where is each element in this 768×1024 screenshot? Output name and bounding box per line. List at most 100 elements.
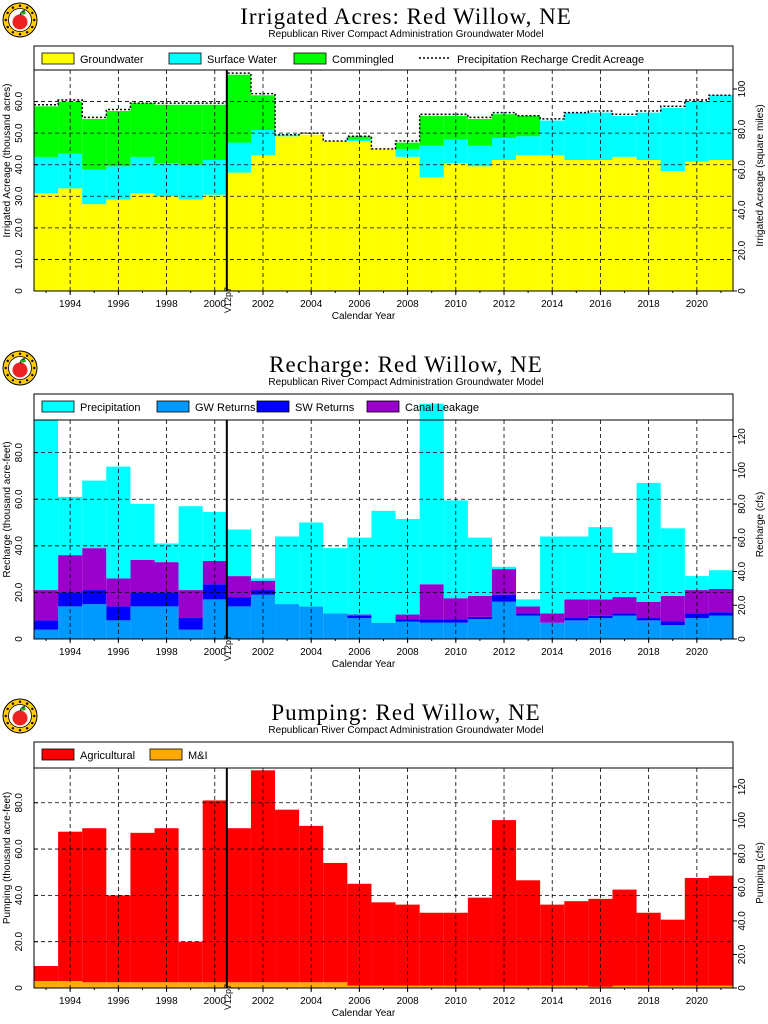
bar-precipitation [419,403,444,585]
y2-tick-label: 120 [737,778,748,795]
x-tick-label: 2002 [252,647,275,658]
y2-tick-label: 20.0 [737,595,748,615]
x-tick-label: 2000 [204,299,227,310]
bar-m-i [612,985,637,988]
bar-groundwater [34,193,59,291]
bar-groundwater [178,199,203,291]
bar-precipitation [275,536,300,605]
legend-swatch-groundwater [41,52,75,65]
bar-surface-water [130,156,155,194]
logo-dot-icon [25,354,29,357]
x-tick-label: 2002 [252,299,275,310]
y-axis-label: Irrigated Acreage (thousand acres) [2,84,13,238]
logo-dot-icon [31,373,34,377]
bar-precipitation [708,570,733,589]
version-marker-label: V12p7 [223,287,233,313]
bar-m-i [34,981,59,988]
bar-commingled [395,142,420,149]
bar-commingled [130,103,155,157]
apple-leaf-icon [20,707,26,711]
bar-canal-leakage [443,598,468,620]
x-tick-label: 2008 [396,299,419,310]
bar-groundwater [660,171,685,291]
legend-label: Groundwater [80,54,144,66]
bar-commingled [467,118,492,146]
x-tick-label: 2016 [589,647,612,658]
y2-tick-label: 100 [737,80,748,97]
legend-swatch-sw-returns [256,400,290,413]
y2-tick-label: 40.0 [737,200,748,220]
logo-dot-icon [25,31,29,34]
bar-canal-leakage [202,560,227,585]
bar-gw-returns [684,618,709,639]
x-tick-label: 1998 [155,647,178,658]
bar-m-i [82,982,107,988]
logo-dot-icon [31,25,34,29]
bar-canal-leakage [250,580,276,591]
bar-agricultural [612,889,637,986]
x-tick-label: 2010 [445,647,468,658]
bar-surface-water [467,145,492,167]
irrigated-acres-panel: Irrigated Acres: Red Willow, NE Republica… [0,0,768,338]
x-tick-label: 2012 [493,996,516,1007]
logo-dot-icon [11,6,15,9]
bar-sw-returns [516,613,541,616]
grid-lines [34,768,733,988]
bar-canal-leakage [684,590,709,614]
apple-icon [12,710,28,726]
bar-surface-water [275,134,300,137]
bar-precipitation [34,420,59,591]
bar-commingled [226,74,251,143]
x-tick-label: 1998 [155,996,178,1007]
y-tick-label: 0 [14,985,25,991]
apple-stem-icon [19,358,26,364]
bar-agricultural [34,966,59,982]
x-tick-label: 2020 [686,299,709,310]
irrigated-acres-chart: Irrigated Acres: Red Willow, NERepublica… [2,2,766,322]
legend: Groundwater Surface Water Commingled Precip… [41,52,644,66]
x-tick-label: 2012 [493,647,516,658]
bar-commingled [34,106,59,157]
x-tick-label: 2020 [686,647,709,658]
series-precipitation [34,403,733,623]
y-tick-label: 20.0 [14,218,25,238]
y2-tick-label: 80.0 [737,119,748,139]
bar-commingled [419,115,444,146]
bar-m-i [564,985,589,988]
y-axis-label: Pumping (thousand acre-feet) [2,792,13,924]
x-tick-label: 2014 [541,299,564,310]
bar-canal-leakage [347,614,372,616]
bar-precipitation [660,528,685,596]
bar-sw-returns [467,616,492,620]
logo-icon [2,698,38,734]
x-tick-label: 1996 [107,996,130,1007]
bar-m-i [226,982,251,988]
x-tick-label: 2018 [638,996,661,1007]
y2-tick-label: 100 [737,461,748,478]
bar-m-i [467,985,492,988]
bar-canal-leakage [708,588,733,613]
logo-dot-icon [18,700,22,703]
logo-dot-icon [11,31,15,34]
x-tick-label: 2004 [300,299,323,310]
bar-groundwater [516,155,541,291]
logo-dot-icon [31,359,34,363]
bar-gw-returns [636,620,661,639]
x-tick-label: 2016 [589,299,612,310]
logo-dot-icon [18,729,22,732]
x-axis-label: Calendar Year [332,311,396,322]
legend-label: Agricultural [80,750,135,762]
series-canal-leakage [34,548,733,623]
bar-sw-returns [226,597,251,607]
legend-swatch-surface-water [168,52,202,65]
bar-sw-returns [130,592,155,607]
x-axis-label: Calendar Year [332,659,396,670]
bar-precipitation [154,543,179,563]
x-tick-label: 1994 [59,996,82,1007]
y-tick-label: 60.0 [14,839,25,859]
logo-dot-icon [33,366,36,370]
logo-dot-icon [11,379,15,382]
bar-commingled [516,115,541,137]
x-tick-label: 1998 [155,299,178,310]
x-tick-label: 2006 [348,996,371,1007]
